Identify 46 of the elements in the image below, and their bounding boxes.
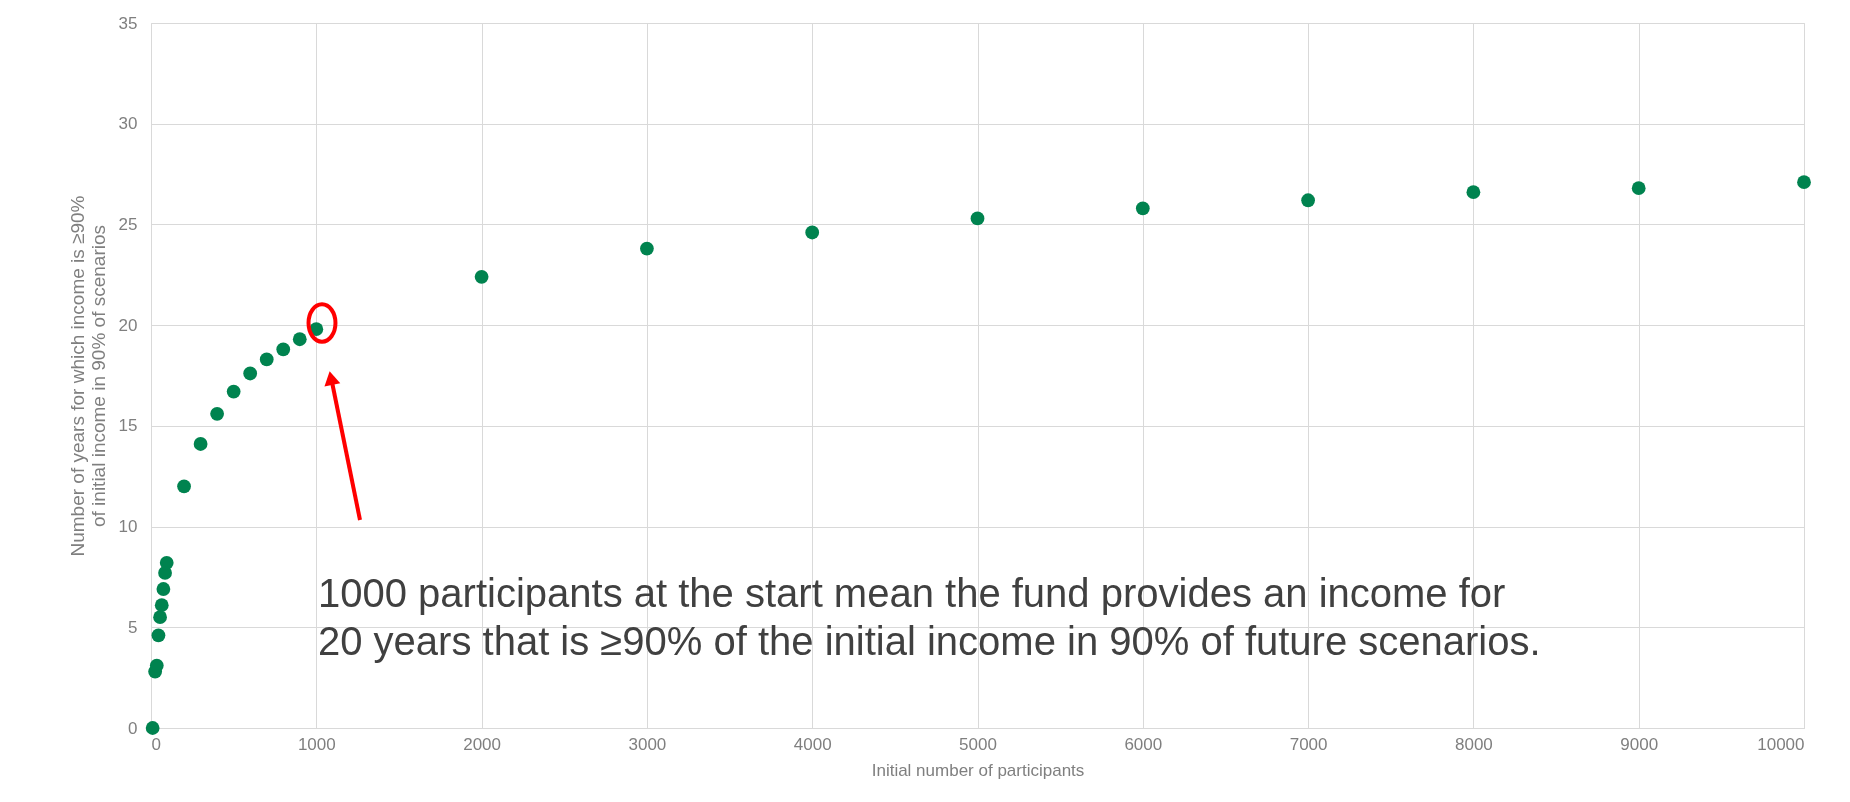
- point: [276, 342, 291, 357]
- y-tick-label: 5: [128, 617, 138, 637]
- y-tick-label: 15: [118, 416, 138, 436]
- point: [153, 610, 167, 625]
- point: [805, 225, 820, 240]
- point: [1631, 181, 1646, 196]
- point: [970, 211, 985, 226]
- x-tick-label: 7000: [1289, 734, 1328, 754]
- point: [156, 582, 171, 596]
- x-tick-label: 10000: [1757, 734, 1805, 754]
- point: [193, 437, 208, 451]
- y-tick-label: 35: [118, 13, 138, 33]
- y-tick-label: 25: [118, 214, 138, 234]
- point: [151, 628, 166, 643]
- annotation: 1000 participants at the start mean the fund provides an income for 20 years that is ≥90% of the initial income in 90% of future scenarios.: [318, 571, 1541, 663]
- point: [1135, 201, 1150, 216]
- point: [1301, 193, 1315, 208]
- x-tick-label: 9000: [1620, 734, 1659, 754]
- x-tick-label: 5000: [959, 734, 997, 754]
- x-tick-label: 8000: [1454, 734, 1493, 754]
- x-tick-label: 2000: [463, 734, 502, 754]
- x-tick-label: 1000: [297, 734, 336, 754]
- x-tick-label: 0: [151, 734, 161, 754]
- x-tick-label: 3000: [628, 734, 667, 754]
- y-tick-label: 30: [118, 114, 138, 134]
- point: [210, 406, 225, 421]
- y-axis-title: Number of years for which income is ≥90% of initial income in 90% of scenarios: [66, 195, 109, 557]
- point: [1466, 185, 1481, 200]
- x-tick-label: 6000: [1124, 734, 1163, 754]
- point: [149, 658, 164, 673]
- x-axis-title: Initial number of participants: [871, 760, 1085, 780]
- point: [1797, 175, 1811, 190]
- point: [259, 352, 274, 367]
- point: [145, 721, 160, 735]
- point: [159, 555, 174, 570]
- x-tick-label: 4000: [793, 734, 832, 754]
- point: [292, 332, 307, 347]
- point: [154, 598, 169, 613]
- y-tick-label: 0: [128, 718, 138, 738]
- point: [226, 384, 241, 399]
- point: [640, 241, 654, 256]
- point: [243, 366, 258, 381]
- point: [474, 269, 489, 284]
- y-tick-label: 20: [118, 315, 138, 335]
- point: [177, 479, 191, 494]
- y-tick-label: 10: [118, 517, 138, 537]
